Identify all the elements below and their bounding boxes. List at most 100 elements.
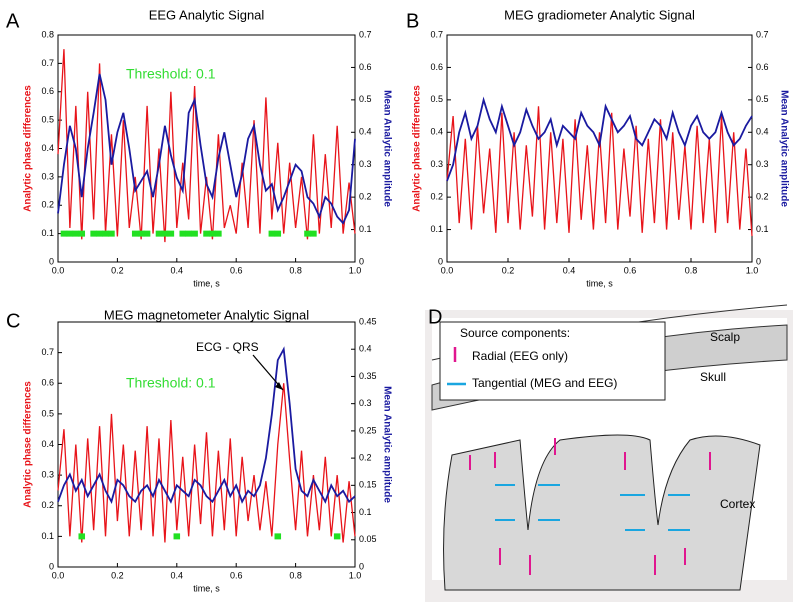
legend-box — [439, 321, 666, 401]
series-line — [57, 346, 356, 505]
x-tick-label: 0.6 — [230, 265, 243, 275]
threshold-annotation: Threshold: 0.1 — [126, 375, 216, 391]
chart-title: MEG gradiometer Analytic Signal — [504, 7, 695, 22]
x-tick-label: 0.8 — [289, 265, 302, 275]
x-tick-label: 0.4 — [563, 265, 576, 275]
y2-axis-label: Mean Analytic amplitude — [778, 90, 789, 207]
threshold-mark — [167, 230, 175, 237]
threshold-mark — [72, 230, 80, 237]
y-axis-label: Analytic phase differences — [23, 85, 34, 212]
x-axis-label: time, s — [193, 583, 220, 593]
threshold-mark — [60, 230, 68, 237]
y-tick-label: 0.6 — [430, 62, 443, 72]
panel-label: A — [6, 10, 20, 32]
y2-tick-label: 0.4 — [359, 127, 372, 137]
y2-tick-label: 0.3 — [359, 398, 372, 408]
y-tick-label: 0.2 — [41, 500, 54, 510]
y-tick-label: 0.3 — [41, 470, 54, 480]
threshold-mark — [96, 230, 103, 237]
y-tick-label: 0.7 — [430, 29, 443, 39]
x-axis-label: time, s — [193, 278, 220, 288]
y2-tick-label: 0.6 — [359, 62, 372, 72]
radial-arrows — [469, 438, 711, 575]
y-tick-label: 0.4 — [41, 143, 54, 153]
threshold-mark — [274, 230, 282, 237]
y2-tick-label: 0.05 — [359, 534, 377, 544]
y-axis-label: Analytic phase differences — [412, 85, 423, 212]
x-tick-label: 1.0 — [349, 570, 362, 580]
legend-tangential: Tangential (MEG and EEG) — [472, 376, 617, 390]
tangential-arrows — [495, 484, 690, 531]
skull-label: Skull — [700, 370, 726, 384]
threshold-annotation: Threshold: 0.1 — [126, 66, 216, 82]
y-tick-label: 0.3 — [430, 159, 443, 169]
x-tick-label: 0.6 — [624, 265, 637, 275]
y2-tick-label: 0.25 — [359, 425, 377, 435]
x-tick-label: 1.0 — [746, 265, 759, 275]
y-tick-label: 0.1 — [41, 531, 54, 541]
series-line — [446, 96, 753, 182]
series-line — [446, 106, 753, 237]
x-tick-label: 0.0 — [52, 265, 65, 275]
y-tick-label: 0.7 — [41, 347, 54, 357]
y2-tick-label: 0.3 — [756, 159, 769, 169]
series-line — [57, 49, 356, 243]
y2-axis-label: Mean Analytic amplitude — [381, 386, 392, 503]
y2-tick-label: 0 — [359, 256, 364, 266]
x-tick-label: 0.0 — [52, 570, 65, 580]
cortex — [443, 434, 761, 591]
panel-label: D — [428, 306, 442, 328]
threshold-mark — [191, 230, 198, 237]
y2-tick-label: 0.2 — [359, 452, 372, 462]
legend-title: Source components: — [460, 326, 570, 340]
scalp-label: Scalp — [710, 330, 740, 344]
threshold-mark — [185, 230, 192, 237]
x-axis-label: time, s — [586, 278, 613, 288]
legend-radial: Radial (EEG only) — [472, 349, 568, 363]
threshold-mark — [143, 230, 151, 237]
chart-title: EEG Analytic Signal — [149, 7, 265, 22]
y-tick-label: 0.4 — [430, 127, 443, 137]
y-axis-label: Analytic phase differences — [23, 381, 34, 508]
x-tick-label: 0.6 — [230, 570, 243, 580]
chart-title: MEG magnetometer Analytic Signal — [104, 307, 309, 322]
y2-tick-label: 0.7 — [359, 29, 372, 39]
y2-axis-label: Mean Analytic amplitude — [381, 90, 392, 207]
threshold-mark — [268, 230, 276, 237]
y-tick-label: 0.5 — [41, 115, 54, 125]
plot-frame — [446, 34, 753, 263]
y-tick-label: 0.7 — [41, 58, 54, 68]
threshold-mark — [203, 230, 210, 237]
threshold-mark — [66, 230, 74, 237]
y2-tick-label: 0.5 — [359, 94, 372, 104]
x-tick-label: 0.8 — [289, 570, 302, 580]
y2-tick-label: 0.35 — [359, 371, 377, 381]
threshold-mark — [310, 230, 317, 237]
x-tick-label: 0.8 — [685, 265, 698, 275]
threshold-mark — [137, 230, 145, 237]
threshold-mark — [161, 230, 169, 237]
x-tick-label: 0.2 — [502, 265, 515, 275]
threshold-mark — [102, 230, 109, 237]
series-line — [57, 73, 356, 225]
y-tick-label: 0 — [49, 256, 54, 266]
y2-tick-label: 0 — [756, 256, 761, 266]
y2-tick-label: 0.4 — [756, 127, 769, 137]
y2-tick-label: 0.2 — [756, 192, 769, 202]
y-tick-label: 0.1 — [430, 224, 443, 234]
threshold-mark — [131, 230, 139, 237]
x-tick-label: 0.2 — [111, 265, 124, 275]
threshold-mark — [90, 230, 97, 237]
y2-tick-label: 0.45 — [359, 316, 377, 326]
threshold-mark — [78, 230, 86, 237]
y-tick-label: 0.5 — [41, 408, 54, 418]
callout: ECG - QRS — [196, 340, 259, 354]
x-tick-label: 0.0 — [441, 265, 454, 275]
x-tick-label: 0.2 — [111, 570, 124, 580]
panel-d: D Source components: Radial (EEG only) T… — [425, 304, 793, 602]
threshold-mark — [304, 230, 311, 237]
y2-tick-label: 0.1 — [359, 507, 372, 517]
y2-tick-label: 0.2 — [359, 192, 372, 202]
threshold-mark — [108, 230, 115, 237]
